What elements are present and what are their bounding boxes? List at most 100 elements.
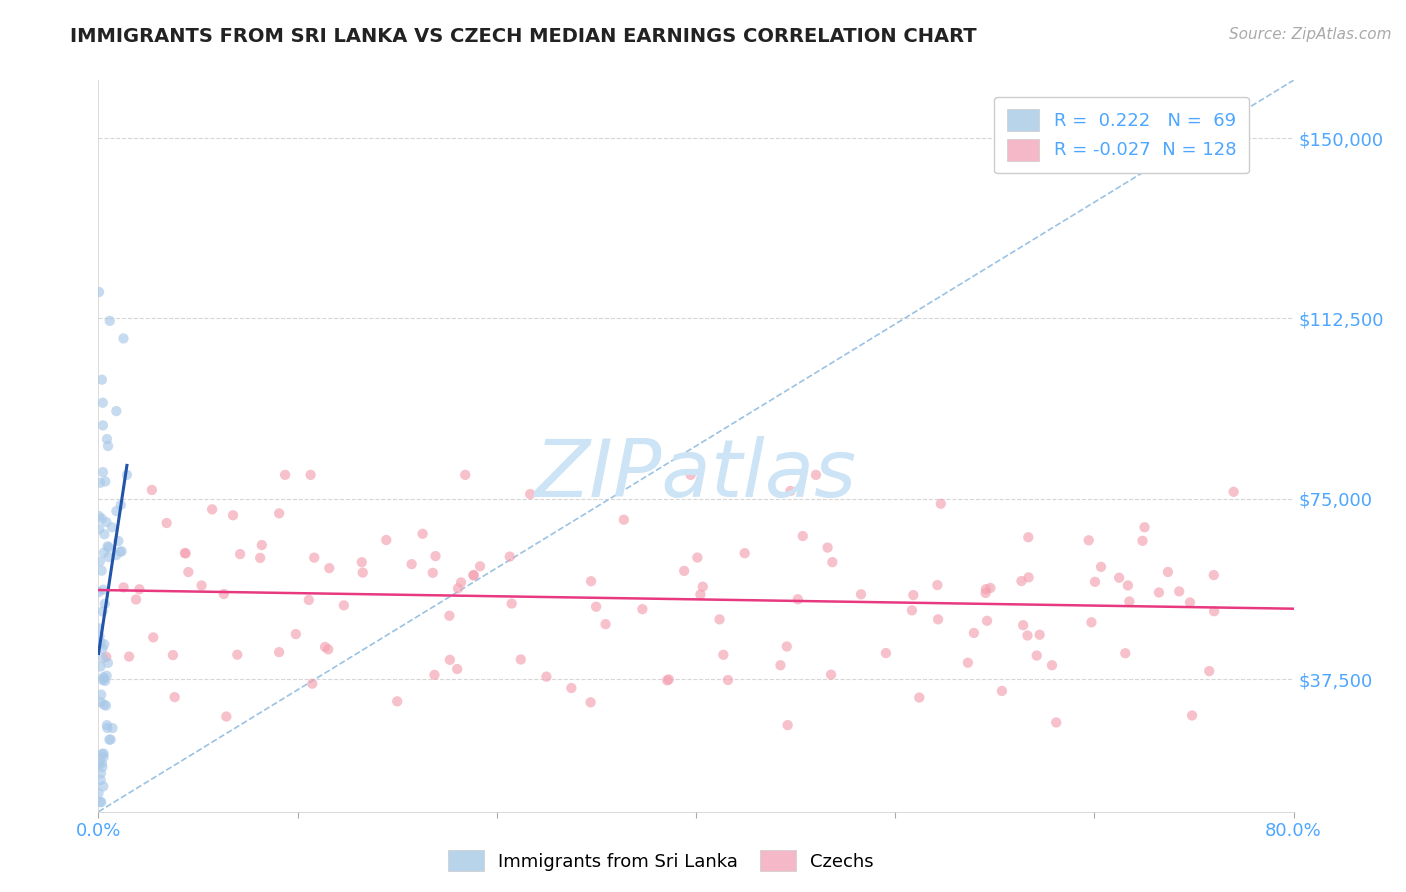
Point (89, 659, 111, 673)
Point (1045, 715, 1067, 730)
Point (115, 467, 138, 482)
Point (97, 541, 120, 555)
Point (141, 483, 163, 497)
Point (717, 673, 740, 687)
Point (974, 582, 997, 596)
Point (1108, 571, 1130, 585)
Text: Source: ZipAtlas.com: Source: ZipAtlas.com (1229, 27, 1392, 42)
Point (463, 568, 485, 582)
Point (387, 694, 409, 708)
Point (91, 747, 114, 761)
Point (298, 593, 321, 607)
Point (90, 512, 112, 526)
Point (190, 578, 212, 592)
Point (1147, 585, 1170, 599)
Point (93, 672, 115, 686)
Point (94, 475, 117, 489)
Point (1018, 570, 1040, 584)
Point (156, 516, 179, 530)
Point (447, 582, 470, 596)
Legend: Immigrants from Sri Lanka, Czechs: Immigrants from Sri Lanka, Czechs (440, 843, 882, 879)
Point (501, 597, 523, 611)
Point (927, 612, 949, 626)
Point (1178, 595, 1201, 609)
Point (96, 669, 118, 683)
Point (974, 586, 997, 600)
Point (105, 404, 128, 418)
Point (94, 597, 117, 611)
Point (903, 588, 925, 602)
Point (711, 648, 734, 662)
Point (1157, 565, 1180, 579)
Point (93, 698, 115, 712)
Point (1017, 628, 1039, 642)
Point (1084, 574, 1107, 589)
Point (89, 554, 111, 568)
Point (90, 795, 112, 809)
Point (101, 721, 124, 735)
Point (108, 545, 131, 559)
Point (1168, 584, 1191, 599)
Point (352, 566, 374, 580)
Point (301, 676, 323, 690)
Point (519, 487, 541, 501)
Point (991, 684, 1014, 698)
Point (125, 592, 148, 607)
Point (93, 546, 115, 560)
Point (91, 465, 114, 479)
Point (1040, 658, 1063, 673)
Point (673, 564, 696, 578)
Point (98, 314, 121, 328)
Point (111, 544, 134, 558)
Point (91, 582, 114, 597)
Point (908, 690, 931, 705)
Point (226, 648, 249, 662)
Point (821, 555, 844, 569)
Point (174, 546, 197, 560)
Point (269, 645, 291, 659)
Point (174, 546, 197, 560)
Point (849, 587, 872, 601)
Point (97, 549, 120, 564)
Point (779, 483, 801, 498)
Point (1025, 648, 1047, 663)
Point (1204, 604, 1226, 618)
Point (1012, 618, 1035, 632)
Point (91, 673, 114, 687)
Point (90, 772, 112, 787)
Point (97, 540, 120, 554)
Point (786, 592, 808, 607)
Point (90, 688, 112, 702)
Legend: R =  0.222   N =  69, R = -0.027  N = 128: R = 0.222 N = 69, R = -0.027 N = 128 (994, 96, 1249, 173)
Point (439, 653, 461, 667)
Point (93, 637, 115, 651)
Point (792, 529, 814, 543)
Point (128, 582, 150, 597)
Point (468, 559, 491, 574)
Point (929, 497, 952, 511)
Point (105, 504, 128, 518)
Point (269, 507, 291, 521)
Point (450, 575, 472, 590)
Point (425, 549, 447, 563)
Point (820, 667, 842, 681)
Point (249, 550, 271, 565)
Text: IMMIGRANTS FROM SRI LANKA VS CZECH MEDIAN EARNINGS CORRELATION CHART: IMMIGRANTS FROM SRI LANKA VS CZECH MEDIA… (70, 27, 977, 45)
Point (91, 604, 114, 618)
Point (1116, 578, 1139, 592)
Point (631, 602, 654, 616)
Point (1028, 628, 1050, 642)
Point (1114, 646, 1136, 660)
Point (229, 547, 252, 561)
Point (96, 515, 118, 529)
Point (90, 756, 112, 771)
Point (536, 670, 558, 684)
Point (110, 498, 132, 512)
Point (112, 580, 135, 594)
Point (1202, 568, 1225, 582)
Point (274, 467, 297, 482)
Point (769, 658, 792, 673)
Point (96, 649, 118, 664)
Point (422, 566, 444, 580)
Point (689, 587, 711, 601)
